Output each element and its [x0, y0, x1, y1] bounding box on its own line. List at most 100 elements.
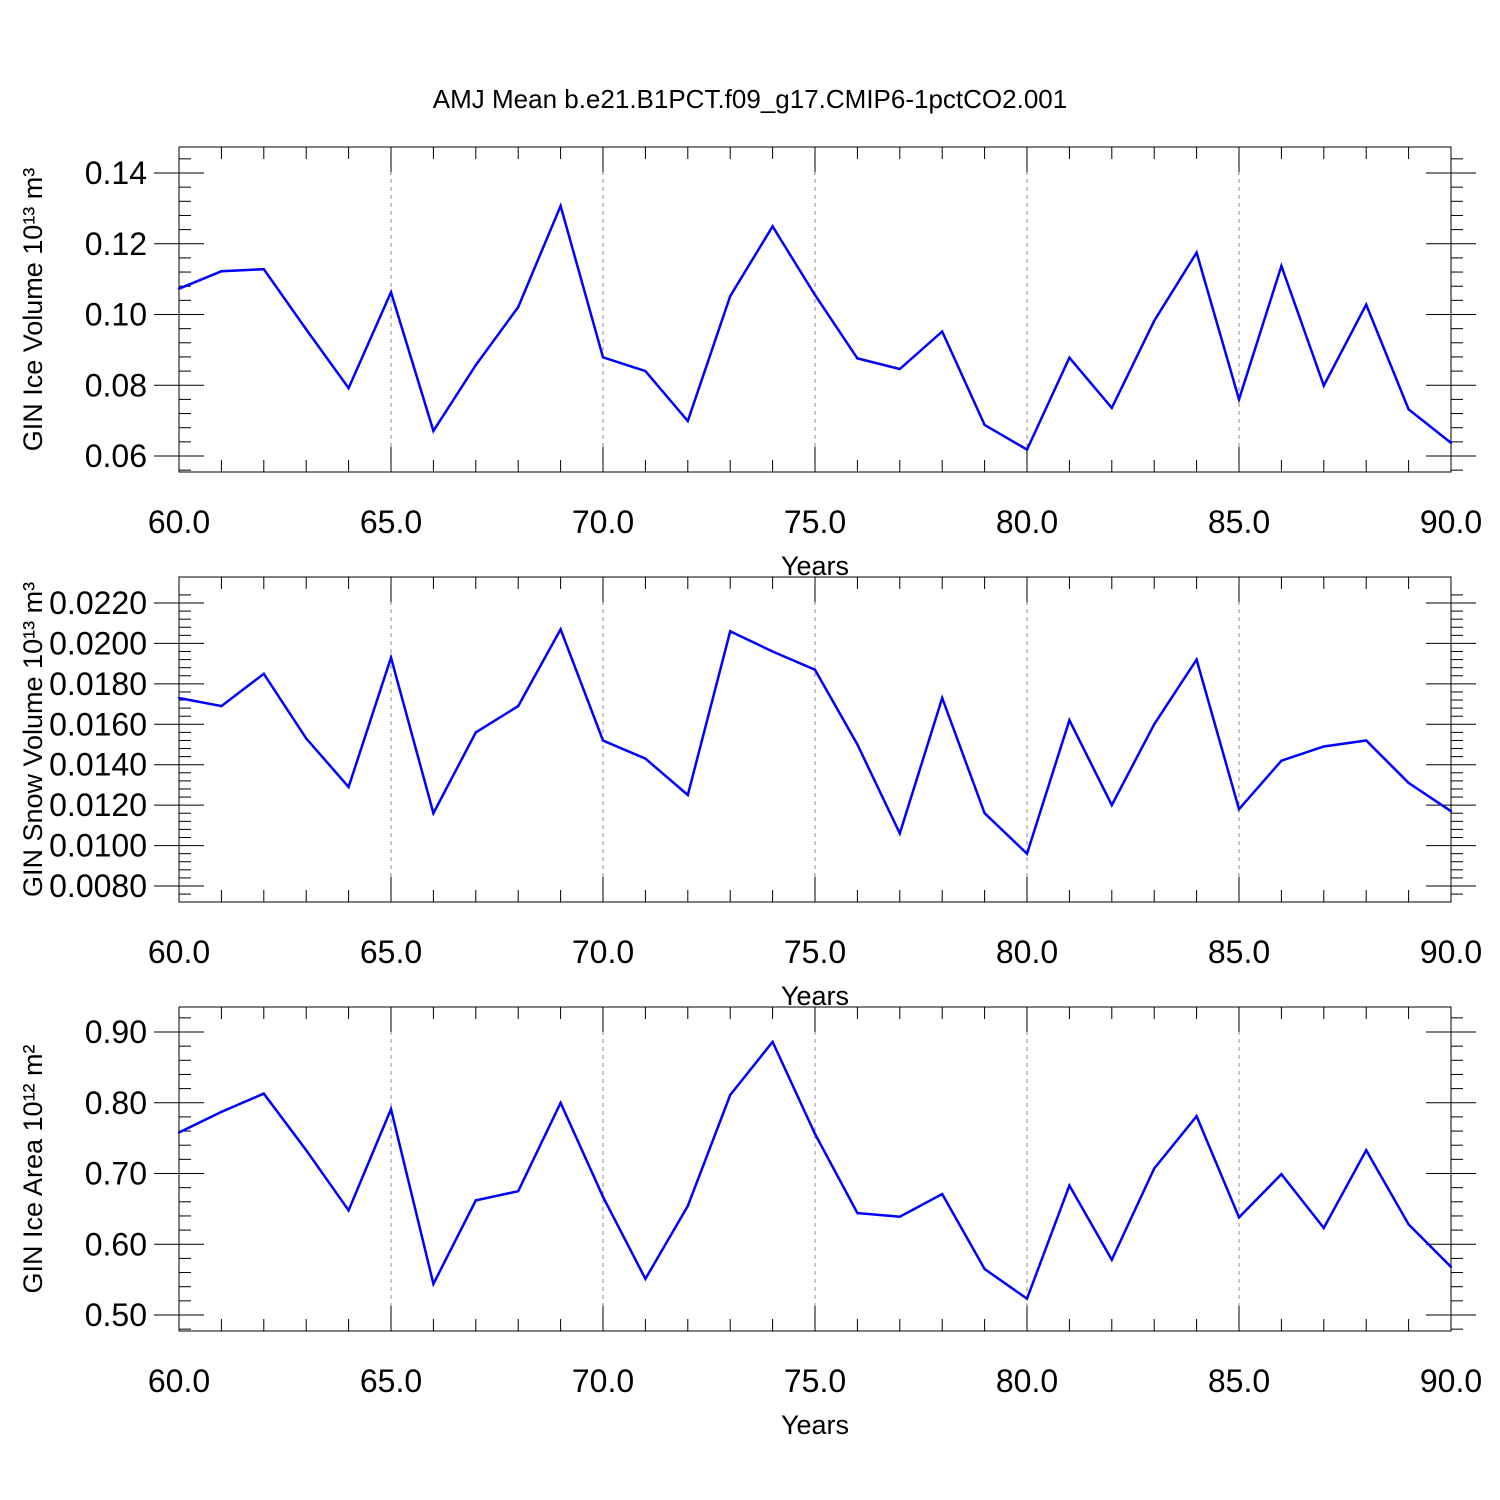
chart-panel-snow-volume: 60.0 65.0 70.0 75.0 80.0 85.0 90.0 Years 0.0080 0…	[18, 576, 1482, 1011]
y-axis-label: GIN Ice Volume 10¹³ m³	[18, 168, 48, 452]
y-tick-label: 0.0080	[49, 868, 147, 904]
x-tick-label: 90.0	[1420, 504, 1482, 540]
data-point	[1110, 1258, 1114, 1262]
data-point	[474, 731, 477, 734]
x-tick-label: 70.0	[572, 1363, 634, 1399]
x-tick-label: 65.0	[360, 934, 422, 970]
data-point	[262, 268, 265, 271]
data-point	[1025, 448, 1029, 451]
data-point	[1407, 1223, 1410, 1226]
x-tick-label: 70.0	[572, 504, 634, 540]
y-tick-label: 0.0100	[49, 828, 147, 864]
data-point	[1025, 852, 1029, 855]
y-axis-label: GIN Ice Area 10¹² m²	[18, 1044, 48, 1293]
x-tick-label: 90.0	[1420, 1363, 1482, 1399]
x-tick-label: 60.0	[148, 504, 210, 540]
y-tick-label: 0.0200	[49, 625, 147, 661]
data-point	[1195, 658, 1198, 661]
data-point	[1280, 759, 1283, 762]
data-point	[983, 423, 986, 427]
data-point	[305, 328, 308, 331]
data-point	[601, 739, 605, 742]
x-tick-label: 80.0	[996, 504, 1058, 540]
y-tick-label: 0.50	[85, 1297, 147, 1333]
data-point	[262, 1092, 265, 1095]
y-tick-label: 0.12	[85, 226, 147, 262]
data-point	[1025, 1297, 1029, 1300]
chart-panel-ice-area: 60.0 65.0 70.0 75.0 80.0 85.0 90.0 Years 0.50 0.6…	[18, 1006, 1482, 1440]
y-tick-label: 0.0120	[49, 787, 147, 823]
data-point	[1068, 1184, 1071, 1187]
data-point	[1449, 810, 1453, 813]
y-tick-label: 0.14	[85, 155, 147, 191]
data-point	[813, 293, 817, 297]
data-point	[1280, 1173, 1283, 1176]
x-axis-label: Years	[781, 551, 849, 581]
x-tick-label: 90.0	[1420, 934, 1482, 970]
data-point	[1153, 1167, 1156, 1170]
data-point	[1322, 1226, 1326, 1230]
x-tick-label: 70.0	[572, 934, 634, 970]
data-point	[517, 1189, 520, 1193]
data-point	[432, 1282, 435, 1286]
data-point	[177, 1131, 181, 1134]
data-point	[983, 1267, 986, 1271]
data-point	[347, 386, 350, 390]
y-tick-label: 0.80	[85, 1085, 147, 1121]
data-point	[389, 1107, 393, 1111]
y-tick-label: 0.10	[85, 297, 147, 333]
data-point	[347, 785, 350, 789]
data-point	[941, 1192, 944, 1196]
data-point	[686, 419, 689, 423]
data-point	[729, 630, 732, 633]
x-tick-label: 75.0	[784, 504, 846, 540]
data-point	[601, 356, 605, 359]
data-point	[1195, 251, 1198, 254]
data-point	[1449, 441, 1453, 445]
y-tick-label: 0.90	[85, 1014, 147, 1050]
data-point	[1068, 719, 1071, 722]
data-point	[1280, 264, 1283, 268]
data-point	[813, 1132, 817, 1136]
x-tick-label: 85.0	[1208, 934, 1270, 970]
x-tick-label: 65.0	[360, 1363, 422, 1399]
data-point	[941, 330, 944, 333]
data-point	[1407, 408, 1410, 411]
data-point	[686, 793, 689, 797]
data-point	[559, 1101, 562, 1104]
y-tick-label: 0.0140	[49, 747, 147, 783]
data-point	[517, 704, 520, 708]
data-point	[220, 704, 223, 708]
y-tick-label: 0.0160	[49, 706, 147, 742]
y-tick-label: 0.0220	[49, 585, 147, 621]
data-point	[1195, 1114, 1198, 1118]
data-point	[1322, 745, 1326, 748]
chart-panel-ice-volume: 60.0 65.0 70.0 75.0 80.0 85.0 90.0 Years 0.06 0.0…	[18, 146, 1482, 581]
data-point	[898, 1215, 901, 1218]
data-point	[856, 1211, 859, 1215]
y-tick-label: 0.08	[85, 367, 147, 403]
data-point	[517, 305, 520, 309]
data-point	[1365, 303, 1368, 306]
x-tick-label: 80.0	[996, 1363, 1058, 1399]
x-tick-label: 75.0	[784, 934, 846, 970]
data-point	[898, 832, 901, 835]
x-tick-label: 75.0	[784, 1363, 846, 1399]
y-tick-label: 0.70	[85, 1156, 147, 1192]
data-point	[432, 429, 435, 433]
data-point	[898, 367, 901, 371]
y-tick-label: 0.60	[85, 1226, 147, 1262]
y-tick-label: 0.0180	[49, 666, 147, 702]
data-point	[1365, 1148, 1368, 1152]
data-point	[1110, 803, 1114, 807]
data-point	[305, 1148, 308, 1152]
data-point	[941, 696, 944, 700]
data-point	[601, 1195, 605, 1199]
data-point	[856, 743, 859, 746]
data-point	[1365, 739, 1368, 742]
data-point	[432, 812, 435, 815]
data-point	[644, 757, 647, 760]
data-point	[644, 1277, 647, 1281]
data-point	[1322, 384, 1326, 387]
x-tick-label: 85.0	[1208, 1363, 1270, 1399]
